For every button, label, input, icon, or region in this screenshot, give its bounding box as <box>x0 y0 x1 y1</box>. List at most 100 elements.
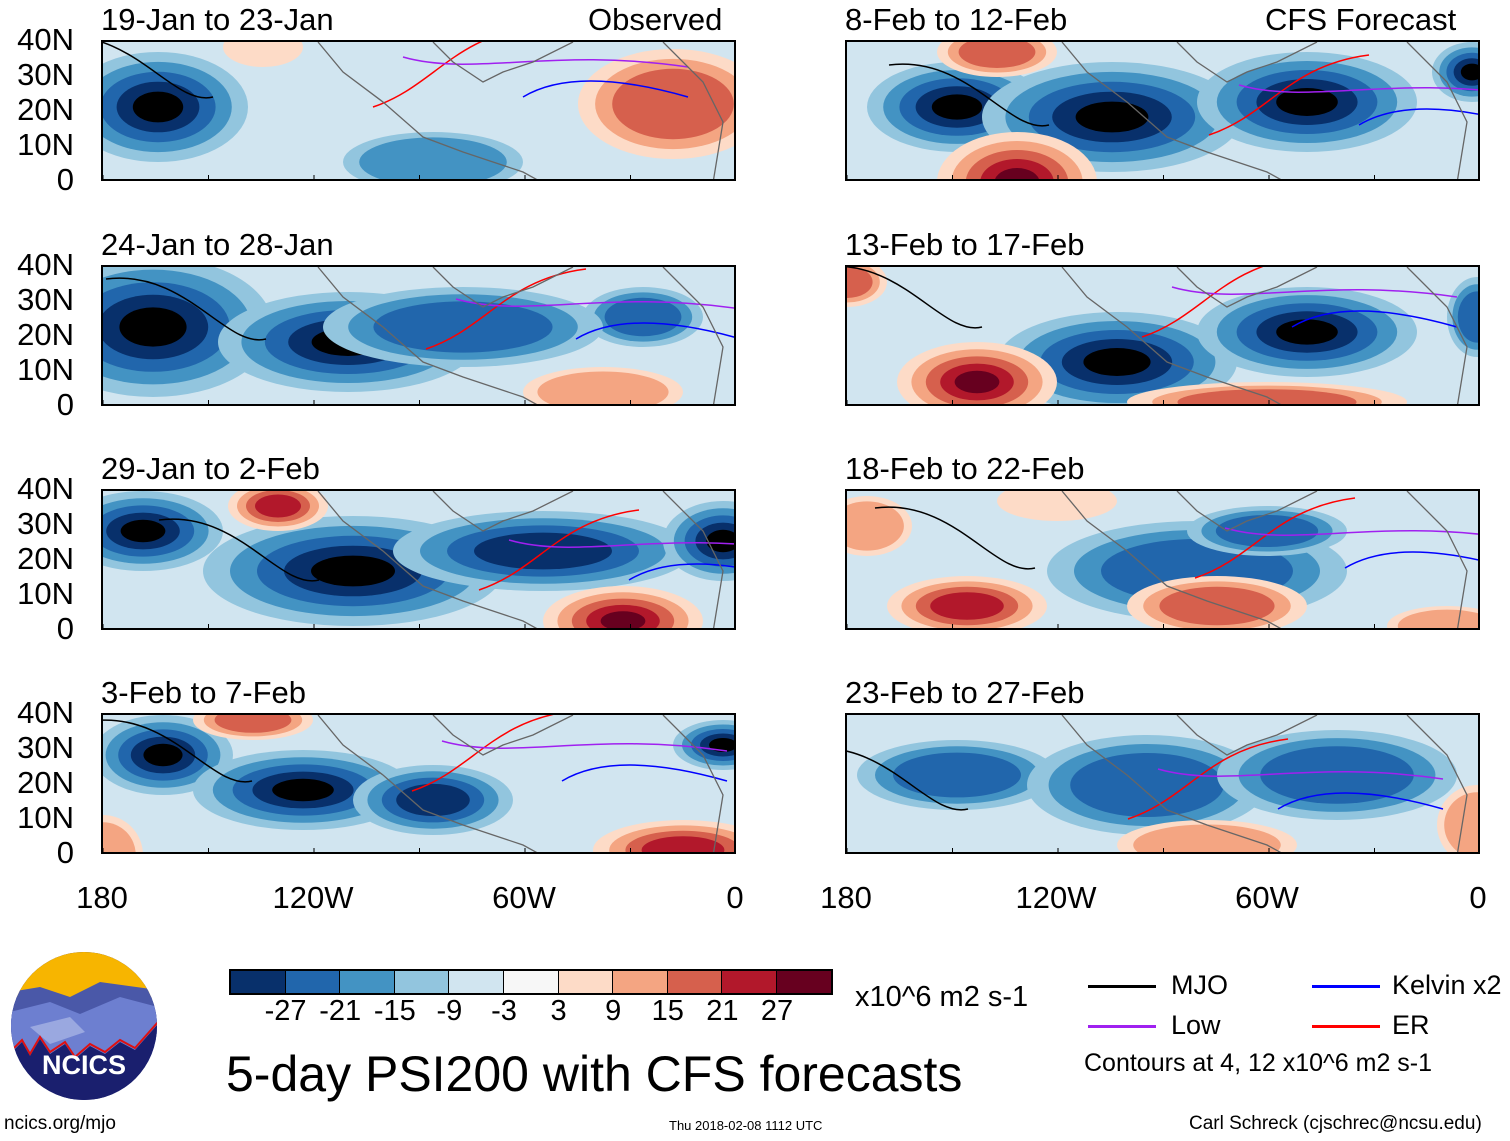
legend-line-kelvin <box>1312 985 1380 988</box>
anomaly-contour-fill <box>537 371 669 404</box>
colorbar-label: -3 <box>491 995 517 1027</box>
anomaly-contour-fill <box>1133 824 1281 852</box>
wave-contour <box>1238 84 1478 93</box>
anomaly-contour-fill <box>1260 746 1414 804</box>
lat-label: 10N <box>17 127 74 162</box>
colorbar-swatch <box>722 971 777 993</box>
anomaly-contour-fill <box>612 68 734 140</box>
anomaly-contour-fill <box>1460 63 1478 81</box>
observed-header: Observed <box>588 2 723 37</box>
legend-label-kelvin: Kelvin x2 <box>1392 970 1502 1000</box>
wave-contour <box>1277 792 1444 810</box>
anomaly-contour-fill <box>893 752 1021 798</box>
legend-label-er: ER <box>1392 1010 1430 1040</box>
forecast-header: CFS Forecast <box>1265 2 1457 37</box>
anomaly-contour-fill <box>931 94 983 120</box>
panel-title: 24-Jan to 28-Jan <box>101 227 334 262</box>
wave-contour <box>508 539 734 548</box>
lon-label: 120W <box>1015 880 1097 915</box>
colorbar-label: -21 <box>319 995 362 1027</box>
map-panel-forecast-3 <box>845 489 1480 630</box>
colorbar-swatch <box>667 971 723 993</box>
wave-contour <box>1171 286 1458 298</box>
colorbar-units: x10^6 m2 s-1 <box>855 981 1029 1013</box>
wave-contour <box>1157 768 1444 780</box>
anomaly-contour-fill <box>1444 792 1478 852</box>
coastline <box>317 491 724 628</box>
lat-label: 30N <box>17 506 74 541</box>
anomaly-contour-fill <box>1457 291 1478 343</box>
lat-label: 0 <box>56 835 74 870</box>
lon-label: 0 <box>1469 880 1487 915</box>
anomaly-contour-fill <box>847 267 873 298</box>
wave-contour <box>1358 108 1478 126</box>
anomaly-contour-fill <box>1159 586 1275 626</box>
panel-title: 13-Feb to 17-Feb <box>845 227 1085 262</box>
wave-contour <box>522 80 689 98</box>
coastline <box>1061 491 1468 628</box>
anomaly-contour-fill <box>709 738 734 752</box>
colorbar-swatch <box>776 971 831 993</box>
colorbar-swatch <box>340 971 395 993</box>
wave-contour <box>455 298 734 309</box>
wave-contour <box>158 518 320 582</box>
legend-line-er <box>1312 1025 1380 1028</box>
anomaly-contour-fill <box>223 42 303 67</box>
colorbar-swatch <box>449 971 504 993</box>
anomaly-contour-fill <box>1276 88 1338 116</box>
colorbar-swatch <box>558 971 614 993</box>
lat-label: 20N <box>17 92 74 127</box>
map-panel-observed-2 <box>101 265 736 406</box>
anomaly-contour-fill <box>214 715 292 733</box>
anomaly-contour-fill <box>143 743 183 767</box>
anomaly-contour-fill <box>641 836 725 852</box>
lat-label: 20N <box>17 317 74 352</box>
map-panel-observed-3 <box>101 489 736 630</box>
anomaly-contour-fill <box>359 137 507 179</box>
lon-label: 180 <box>76 880 128 915</box>
anomaly-contour-fill <box>272 778 334 802</box>
lat-label: 20N <box>17 765 74 800</box>
logo-text: NCICS <box>42 1050 126 1080</box>
anomaly-contour-fill <box>600 611 646 628</box>
coastline <box>317 715 724 852</box>
wave-contour <box>874 506 1036 570</box>
anomaly-contour-fill <box>132 91 184 123</box>
colorbar-label: 21 <box>706 995 739 1027</box>
anomaly-contour-fill <box>1215 515 1319 547</box>
anomaly-contour-fill <box>997 491 1117 521</box>
lon-label: 60W <box>1235 880 1299 915</box>
anomaly-contour-fill <box>954 370 1000 394</box>
lat-label: 40N <box>17 471 74 506</box>
coastline <box>317 42 724 179</box>
wave-contour <box>1344 551 1478 569</box>
wave-contour <box>888 63 1050 127</box>
footer-url[interactable]: ncics.org/mjo <box>4 1113 116 1134</box>
coastline <box>1061 42 1468 179</box>
colorbar-label: 3 <box>550 995 567 1027</box>
anomaly-contour-fill <box>120 519 166 543</box>
wave-contour <box>561 764 728 782</box>
anomaly-contour-fill <box>103 822 136 852</box>
coastline <box>1061 267 1468 404</box>
lon-label: 180 <box>820 880 872 915</box>
wave-contour <box>1224 527 1478 536</box>
lon-label: 60W <box>492 880 556 915</box>
anomaly-contour-fill <box>958 42 1036 68</box>
colorbar-label: 15 <box>651 995 684 1027</box>
figure-title: 5-day PSI200 with CFS forecasts <box>226 1046 963 1102</box>
lat-label: 0 <box>56 611 74 646</box>
map-panel-forecast-2 <box>845 265 1480 406</box>
map-panel-forecast-4 <box>845 713 1480 854</box>
anomaly-contour-fill <box>255 494 301 518</box>
colorbar-swatch <box>503 971 559 993</box>
map-panel-observed-4 <box>101 713 736 854</box>
lon-label: 120W <box>272 880 354 915</box>
lat-label: 10N <box>17 352 74 387</box>
anomaly-contour-fill <box>119 307 187 347</box>
lat-label: 40N <box>17 695 74 730</box>
panel-title: 23-Feb to 27-Feb <box>845 675 1085 710</box>
anomaly-contour-fill <box>930 592 1004 620</box>
legend-line-low <box>1088 1025 1156 1028</box>
anomaly-contour-fill <box>1075 101 1149 133</box>
